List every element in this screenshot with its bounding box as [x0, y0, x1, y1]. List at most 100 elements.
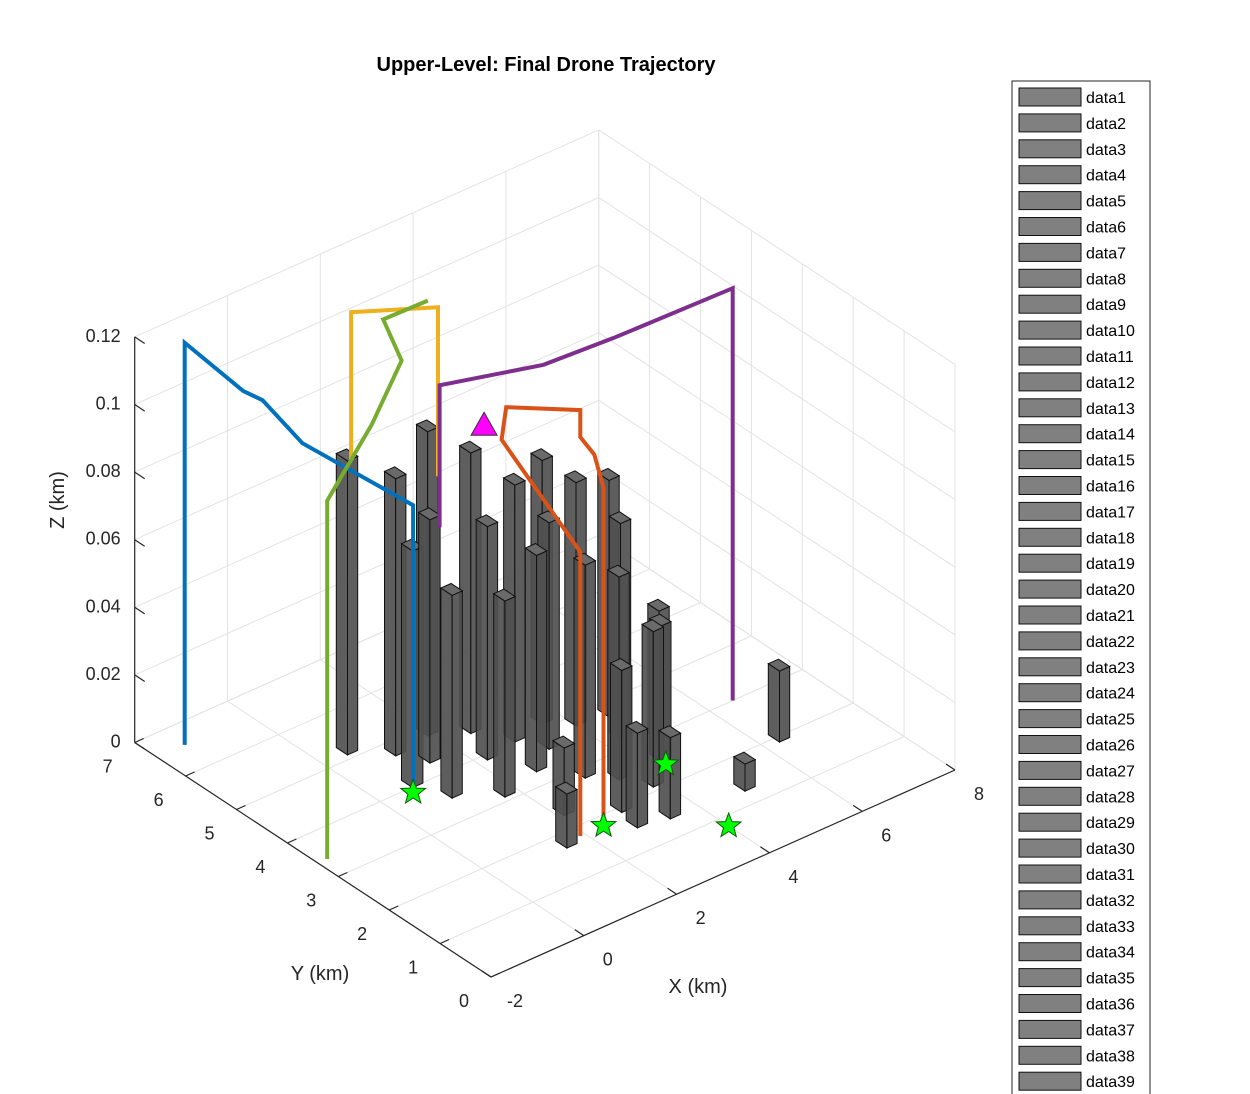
legend-label: data9	[1086, 297, 1126, 314]
legend-item: data6	[1018, 217, 1126, 237]
building-top	[524, 542, 548, 557]
legend-label: data6	[1086, 220, 1126, 237]
legend-item: data11	[1018, 346, 1134, 366]
building-front	[429, 514, 441, 764]
x-tick-mark	[574, 929, 585, 937]
grid-line	[598, 129, 956, 365]
legend-item: data19	[1018, 553, 1135, 573]
legend-label: data35	[1086, 971, 1135, 988]
legend-label: data21	[1086, 608, 1135, 625]
x-tick-label: -2	[507, 991, 523, 1011]
legend-swatch	[1018, 165, 1082, 185]
start-triangle-marker	[470, 411, 498, 436]
legend-item: data29	[1018, 812, 1135, 832]
legend-item: data31	[1018, 864, 1135, 884]
legend-label: data7	[1086, 245, 1126, 262]
building-top	[554, 781, 579, 795]
building-front	[451, 590, 463, 799]
legend-swatch	[1018, 786, 1082, 806]
building	[554, 781, 579, 850]
legend-item: data25	[1018, 709, 1135, 729]
building-top	[606, 564, 631, 578]
z-tick-mark	[134, 336, 146, 345]
building-top	[383, 466, 407, 480]
legend-swatch	[1018, 294, 1082, 314]
legend-item: data16	[1018, 476, 1135, 496]
legend-item: data3	[1018, 139, 1126, 159]
legend-label: data18	[1086, 530, 1135, 547]
building	[524, 542, 548, 773]
legend-swatch	[1018, 1071, 1082, 1091]
goal-star-marker	[589, 811, 618, 838]
legend-label: data3	[1086, 142, 1126, 159]
legend-swatch	[1018, 242, 1082, 262]
legend-item: data12	[1018, 372, 1135, 392]
legend-swatch	[1018, 398, 1082, 418]
legend-item: data9	[1018, 294, 1126, 314]
legend-item: data4	[1018, 165, 1126, 185]
legend-label: data39	[1086, 1074, 1135, 1091]
y-tick-label: 7	[103, 757, 113, 777]
legend-item: data36	[1018, 994, 1135, 1014]
legend-item: data28	[1018, 786, 1135, 806]
legend-item: data39	[1018, 1071, 1135, 1091]
building-top	[625, 720, 649, 734]
legend-item: data33	[1018, 916, 1135, 936]
legend-swatch	[1018, 217, 1082, 236]
x-tick-label: 2	[696, 908, 706, 928]
y-tick-label: 0	[459, 991, 469, 1011]
z-tick-mark	[134, 606, 146, 615]
legend-swatch	[1018, 890, 1082, 910]
z-tick-label: 0.1	[96, 394, 121, 414]
y-axis-line	[134, 741, 492, 978]
legend-label: data27	[1086, 763, 1135, 780]
building-side	[440, 587, 453, 800]
grid-line	[598, 535, 956, 771]
building-side	[475, 518, 488, 761]
building-top	[646, 598, 671, 612]
legend-item: data35	[1018, 968, 1135, 988]
building-side	[384, 470, 397, 757]
legend-item: data15	[1018, 450, 1135, 470]
legend-label: data16	[1086, 479, 1135, 496]
legend-item: data1	[1018, 87, 1126, 107]
x-tick-mark	[667, 887, 677, 895]
legend-swatch	[1018, 968, 1082, 988]
building	[439, 582, 464, 800]
x-tick-label: 4	[788, 867, 798, 887]
legend-item: data17	[1018, 501, 1135, 521]
building-front	[347, 455, 359, 756]
building-side	[610, 662, 623, 814]
y-tick-label: 1	[408, 958, 418, 978]
legend-swatch	[1018, 605, 1082, 625]
z-axis-label: Z (km)	[47, 471, 69, 529]
legend-item: data27	[1018, 760, 1135, 780]
building	[492, 588, 517, 799]
z-tick-label: 0.06	[86, 529, 121, 549]
x-axis-label: X (km)	[669, 976, 728, 998]
building-top	[475, 514, 499, 528]
y-tick-mark	[439, 938, 450, 945]
legend-label: data1	[1086, 90, 1126, 107]
x-axis-line	[490, 769, 956, 978]
y-tick-label: 4	[255, 857, 265, 877]
building	[417, 507, 442, 765]
building-front	[504, 595, 516, 798]
building-front	[514, 479, 526, 743]
legend-swatch	[1018, 1045, 1082, 1065]
building-top	[492, 588, 517, 602]
legend-label: data38	[1086, 1048, 1135, 1065]
x-tick-mark	[852, 804, 863, 812]
legend-label: data25	[1086, 712, 1135, 729]
grid-line	[598, 399, 956, 636]
legend-label: data33	[1086, 919, 1135, 936]
z-tick-mark	[134, 741, 146, 750]
legend-swatch	[1018, 735, 1082, 754]
building-side	[625, 724, 638, 829]
building-top	[458, 440, 483, 454]
y-tick-mark	[185, 771, 195, 777]
building-front	[584, 559, 596, 779]
legend-swatch	[1018, 268, 1082, 288]
trajectory-line	[437, 285, 735, 701]
